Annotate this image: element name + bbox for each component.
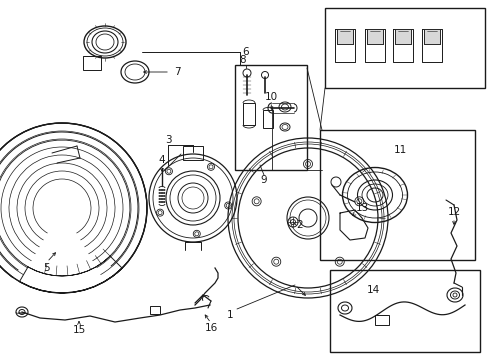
Text: 6: 6: [242, 47, 249, 57]
Polygon shape: [366, 29, 382, 44]
Polygon shape: [336, 29, 352, 44]
Bar: [243, 103, 254, 125]
Text: 16: 16: [204, 323, 217, 333]
Text: 4: 4: [159, 155, 165, 165]
Text: 8: 8: [239, 55, 246, 65]
Text: 15: 15: [72, 325, 85, 335]
Text: 3: 3: [164, 135, 171, 145]
Bar: [374, 315, 388, 325]
Text: 11: 11: [392, 145, 406, 155]
Text: 14: 14: [366, 285, 379, 295]
Polygon shape: [394, 29, 410, 44]
Text: 5: 5: [43, 263, 50, 273]
Text: 2: 2: [296, 220, 303, 230]
Bar: [83, 56, 101, 70]
Bar: [325, 8, 484, 88]
Text: 10: 10: [264, 92, 277, 102]
Text: 12: 12: [447, 207, 460, 217]
Bar: [235, 65, 306, 170]
Bar: [183, 146, 203, 160]
Text: 7: 7: [173, 67, 180, 77]
Text: 1: 1: [226, 310, 233, 320]
Bar: [263, 110, 272, 128]
Polygon shape: [423, 29, 439, 44]
Bar: [319, 130, 474, 260]
Bar: [150, 306, 160, 314]
Text: 9: 9: [260, 175, 267, 185]
Text: 13: 13: [355, 203, 368, 213]
Bar: [329, 270, 479, 352]
